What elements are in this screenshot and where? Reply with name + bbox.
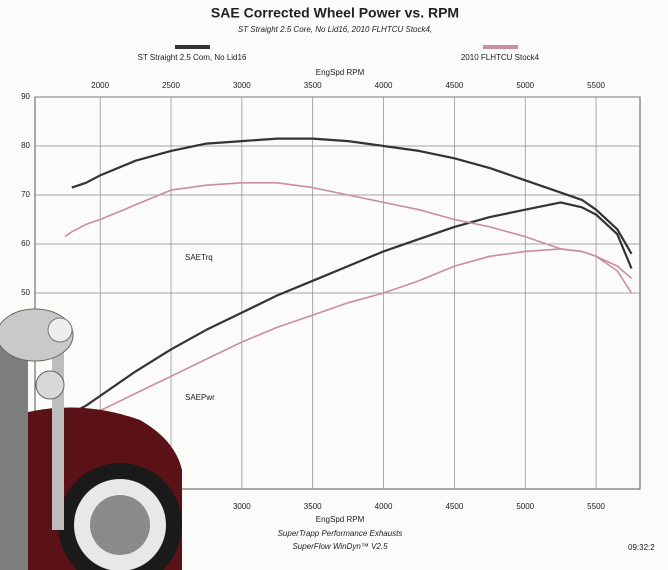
annotation: SAEPwr: [185, 393, 215, 402]
timestamp: 09:32:2: [628, 543, 655, 552]
x-tick-label-bottom: 3500: [304, 502, 322, 511]
x-tick-label-top: 3000: [233, 81, 251, 90]
fork-tube: [52, 340, 64, 530]
y-tick-label: 80: [21, 141, 30, 150]
legend-swatch: [483, 45, 518, 49]
y-tick-label: 50: [21, 288, 30, 297]
x-tick-label-bottom: 5500: [587, 502, 605, 511]
y-tick-label: 90: [21, 92, 30, 101]
x-tick-label-bottom: 4500: [445, 502, 463, 511]
x-tick-label-bottom: 4000: [375, 502, 393, 511]
footer-line: SuperFlow WinDyn™ V2.5: [292, 542, 388, 551]
x-tick-label-top: 2000: [91, 81, 109, 90]
x-axis-label-top: EngSpd RPM: [316, 68, 365, 77]
x-tick-label-top: 5000: [516, 81, 534, 90]
page: SAE Corrected Wheel Power vs. RPM ST Str…: [0, 0, 668, 570]
legend-label: ST Straight 2.5 Com, No Lid16: [138, 53, 247, 62]
footer-line: SuperTrapp Performance Exhausts: [278, 529, 403, 538]
chart-title: SAE Corrected Wheel Power vs. RPM: [211, 5, 459, 21]
x-tick-label-top: 4000: [375, 81, 393, 90]
y-tick-label: 60: [21, 239, 30, 248]
chart: SAE Corrected Wheel Power vs. RPM ST Str…: [0, 0, 668, 570]
x-tick-label-top: 4500: [445, 81, 463, 90]
legend-label: 2010 FLHTCU Stock4: [461, 53, 540, 62]
hub: [90, 495, 150, 555]
x-tick-label-top: 5500: [587, 81, 605, 90]
x-axis-label-bottom: EngSpd RPM: [316, 515, 365, 524]
x-tick-label-bottom: 5000: [516, 502, 534, 511]
annotation: SAETrq: [185, 253, 213, 262]
x-tick-label-top: 3500: [304, 81, 322, 90]
chart-subtitle: ST Straight 2.5 Core, No Lid16, 2010 FLH…: [238, 25, 432, 34]
fork: [0, 330, 28, 570]
x-tick-label-top: 2500: [162, 81, 180, 90]
turn-signal: [36, 371, 64, 399]
y-tick-label: 70: [21, 190, 30, 199]
spot-lamp: [48, 318, 72, 342]
legend-swatch: [175, 45, 210, 49]
x-tick-label-bottom: 3000: [233, 502, 251, 511]
